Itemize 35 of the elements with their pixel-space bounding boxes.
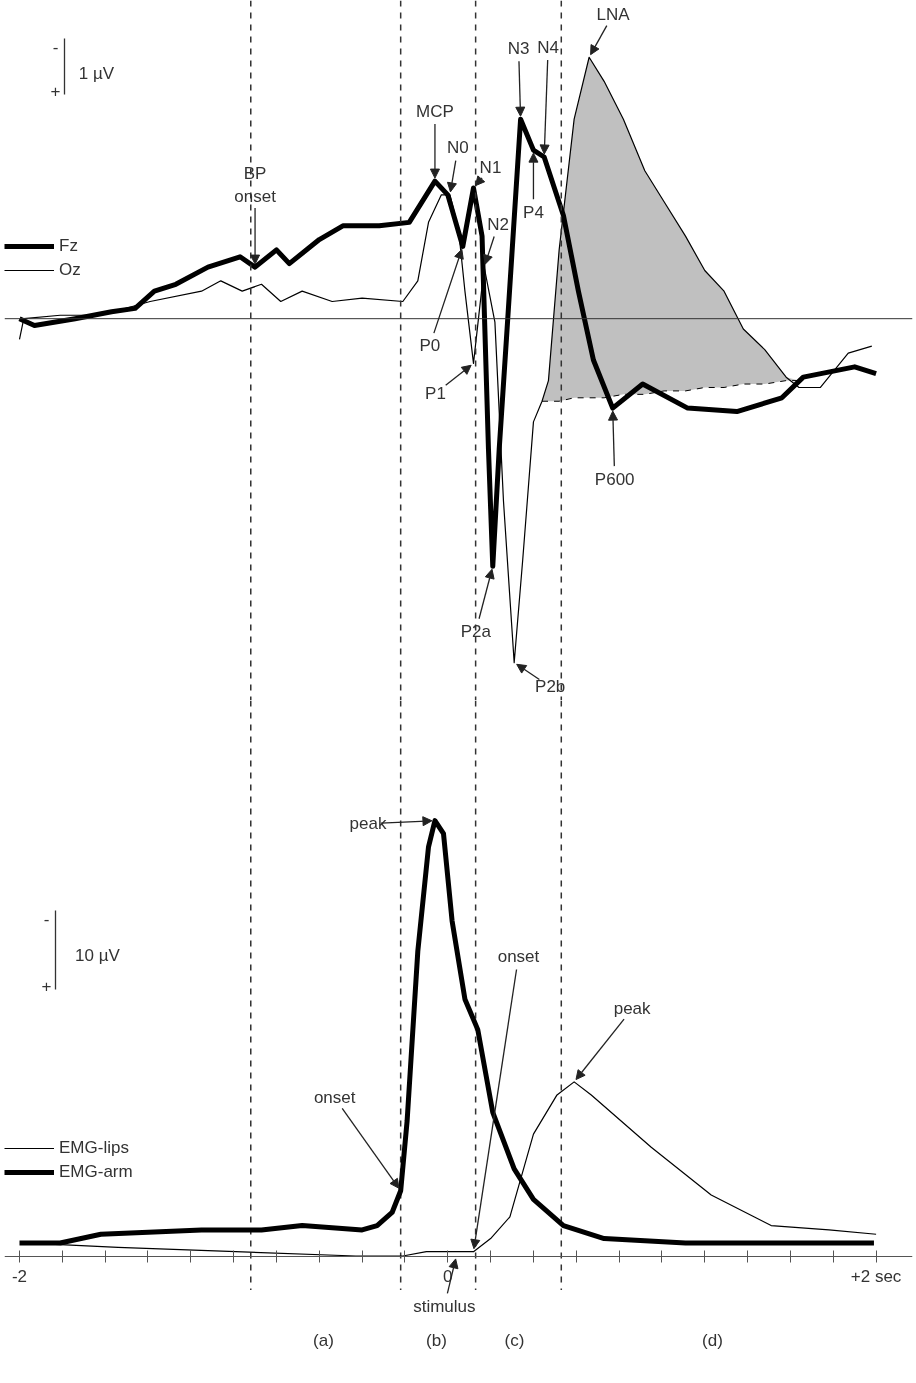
text: (b) xyxy=(426,1331,447,1350)
text: (d) xyxy=(702,1331,723,1350)
legend-label: Fz xyxy=(59,236,79,256)
annotation: + xyxy=(41,976,52,996)
annotation: P2b xyxy=(535,677,566,697)
annotation: 10 µV xyxy=(75,946,121,965)
annotation: N4 xyxy=(537,37,560,57)
annotation: peak xyxy=(613,999,652,1019)
annotation: P4 xyxy=(523,202,544,222)
annotation: onset xyxy=(497,947,540,967)
legend-label: Oz xyxy=(59,260,81,280)
annotation: peak xyxy=(349,814,387,834)
annotation: P1 xyxy=(425,383,446,403)
annotation: - xyxy=(43,909,50,929)
annotation: MCP xyxy=(416,101,454,121)
text: (a) xyxy=(313,1331,334,1350)
annotation: P0 xyxy=(419,335,441,355)
annotation: + xyxy=(50,81,61,101)
annotation: N0 xyxy=(447,138,469,158)
x-tick-label: +2 sec xyxy=(850,1267,902,1287)
annotation: stimulus xyxy=(413,1296,476,1316)
annotation: P2a xyxy=(460,621,492,641)
annotation: N3 xyxy=(507,38,530,58)
annotation: N2 xyxy=(487,214,510,234)
annotation: N1 xyxy=(479,158,502,178)
x-tick-label: -2 xyxy=(11,1267,28,1287)
text: - xyxy=(52,37,59,57)
legend-label: EMG-lips xyxy=(59,1137,129,1158)
annotation: LNA xyxy=(596,4,631,24)
annotation: P600 xyxy=(594,469,635,489)
text: (c) xyxy=(504,1331,525,1350)
annotation: BP onset xyxy=(234,164,277,206)
annotation: 1 µV xyxy=(78,64,115,83)
annotation: onset xyxy=(313,1088,356,1108)
legend-label: EMG-arm xyxy=(59,1161,133,1182)
